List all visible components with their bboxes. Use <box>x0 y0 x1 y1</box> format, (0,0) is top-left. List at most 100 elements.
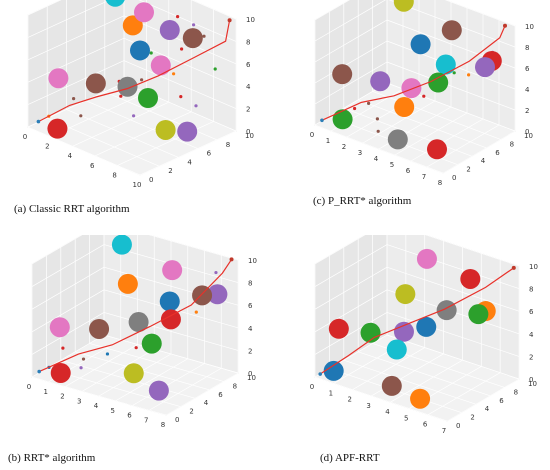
tree-point <box>176 15 180 19</box>
obstacle-sphere <box>436 300 457 321</box>
x-tick-label: 5 <box>390 161 394 169</box>
grid-line <box>27 37 125 83</box>
z-tick-label: 6 <box>529 308 534 316</box>
y-tick-label: 2 <box>466 166 470 174</box>
y-tick-label: 10 <box>245 132 254 140</box>
tree-point <box>367 101 371 105</box>
obstacle-sphere <box>138 88 158 108</box>
grid-line <box>410 118 484 162</box>
y-tick-label: 0 <box>149 176 153 184</box>
grid-line <box>314 244 388 287</box>
y-tick-label: 6 <box>499 397 504 405</box>
tree-point <box>79 114 83 118</box>
obstacle-sphere <box>328 318 349 339</box>
obstacle-sphere <box>159 291 180 312</box>
obstacle-sphere <box>416 316 437 337</box>
start-point <box>37 369 41 374</box>
start-point <box>318 372 323 376</box>
z-tick-label: 6 <box>248 302 253 310</box>
y-tick-label: 6 <box>495 149 500 157</box>
grid-line <box>27 82 125 128</box>
tree-point <box>119 94 123 98</box>
y-tick-label: 4 <box>204 399 209 407</box>
grid-line <box>386 334 520 380</box>
goal-point <box>229 257 234 262</box>
x-tick-label: 0 <box>310 383 314 391</box>
tree-point <box>149 51 153 55</box>
y-tick-label: 6 <box>218 391 223 399</box>
grid-line <box>386 244 520 289</box>
x-tick-label: 8 <box>161 421 165 429</box>
x-tick-label: 7 <box>442 427 446 435</box>
grid-line <box>314 289 388 333</box>
planned-path <box>38 20 231 123</box>
z-tick-label: 10 <box>529 263 538 271</box>
z-tick-label: 8 <box>248 280 252 288</box>
y-tick-label: 8 <box>510 140 514 148</box>
obstacle-sphere <box>50 362 71 383</box>
obstacle-sphere <box>85 73 106 94</box>
obstacle-sphere <box>89 318 110 339</box>
grid-line <box>446 378 520 422</box>
grid-line <box>314 235 366 265</box>
y-tick-label: 10 <box>524 132 533 140</box>
grid-line <box>314 376 448 422</box>
obstacle-sphere <box>332 64 353 85</box>
grid-line <box>314 312 388 355</box>
grid-line <box>314 40 388 84</box>
tree-point <box>172 72 176 76</box>
grid-line <box>138 0 237 42</box>
tree-point <box>192 23 196 27</box>
grid-line <box>343 107 472 157</box>
tree-point <box>79 366 83 370</box>
z-tick-label: 4 <box>529 331 534 339</box>
z-tick-label: 10 <box>246 16 255 24</box>
grid-line <box>362 100 436 144</box>
tree-point <box>214 270 218 275</box>
grid-line <box>27 126 141 176</box>
grid-line <box>314 19 388 63</box>
obstacle-sphere <box>393 0 414 12</box>
grid-line <box>104 91 217 141</box>
obstacle-sphere <box>105 0 125 7</box>
x-tick-label: 2 <box>60 393 64 401</box>
z-tick-label: 2 <box>248 347 252 355</box>
obstacle-sphere <box>416 248 437 269</box>
z-tick-label: 2 <box>529 353 533 361</box>
grid-line <box>27 0 62 16</box>
obstacle-sphere <box>117 273 138 294</box>
start-point <box>36 119 41 124</box>
grid-line <box>117 121 214 166</box>
tree-point <box>140 78 144 82</box>
z-tick-label: 0 <box>525 128 529 136</box>
obstacle-sphere <box>160 309 181 330</box>
x-tick-label: 2 <box>347 396 351 404</box>
obstacle-sphere <box>49 317 70 338</box>
tree-point <box>180 47 184 51</box>
grid-line <box>386 266 520 312</box>
obstacle-sphere <box>475 57 495 78</box>
grid-line <box>132 363 205 406</box>
z-tick-label: 4 <box>248 325 253 333</box>
grid-line <box>386 312 520 357</box>
obstacle-sphere <box>410 34 431 55</box>
grid-line <box>65 344 138 387</box>
y-tick-label: 8 <box>226 141 230 149</box>
grid-line <box>165 372 239 416</box>
tree-point <box>467 73 471 77</box>
obstacle-sphere <box>460 268 481 289</box>
grid-line <box>139 130 237 176</box>
obstacle-sphere <box>427 139 447 160</box>
tree-point <box>72 97 76 101</box>
planned-path <box>319 267 515 375</box>
goal-point <box>227 18 232 23</box>
y-tick-label: 6 <box>207 150 212 158</box>
panel-a: 0 2 4 6 8 10 0 2 4 6 8 10 0 2 4 6 8 10 (a) Classic RRT al… <box>0 0 275 235</box>
z-tick-label: 0 <box>248 370 252 378</box>
obstacle-sphere <box>386 339 407 360</box>
y-tick-label: 0 <box>456 422 460 430</box>
grid-line <box>424 235 520 267</box>
grid-line <box>27 60 125 105</box>
